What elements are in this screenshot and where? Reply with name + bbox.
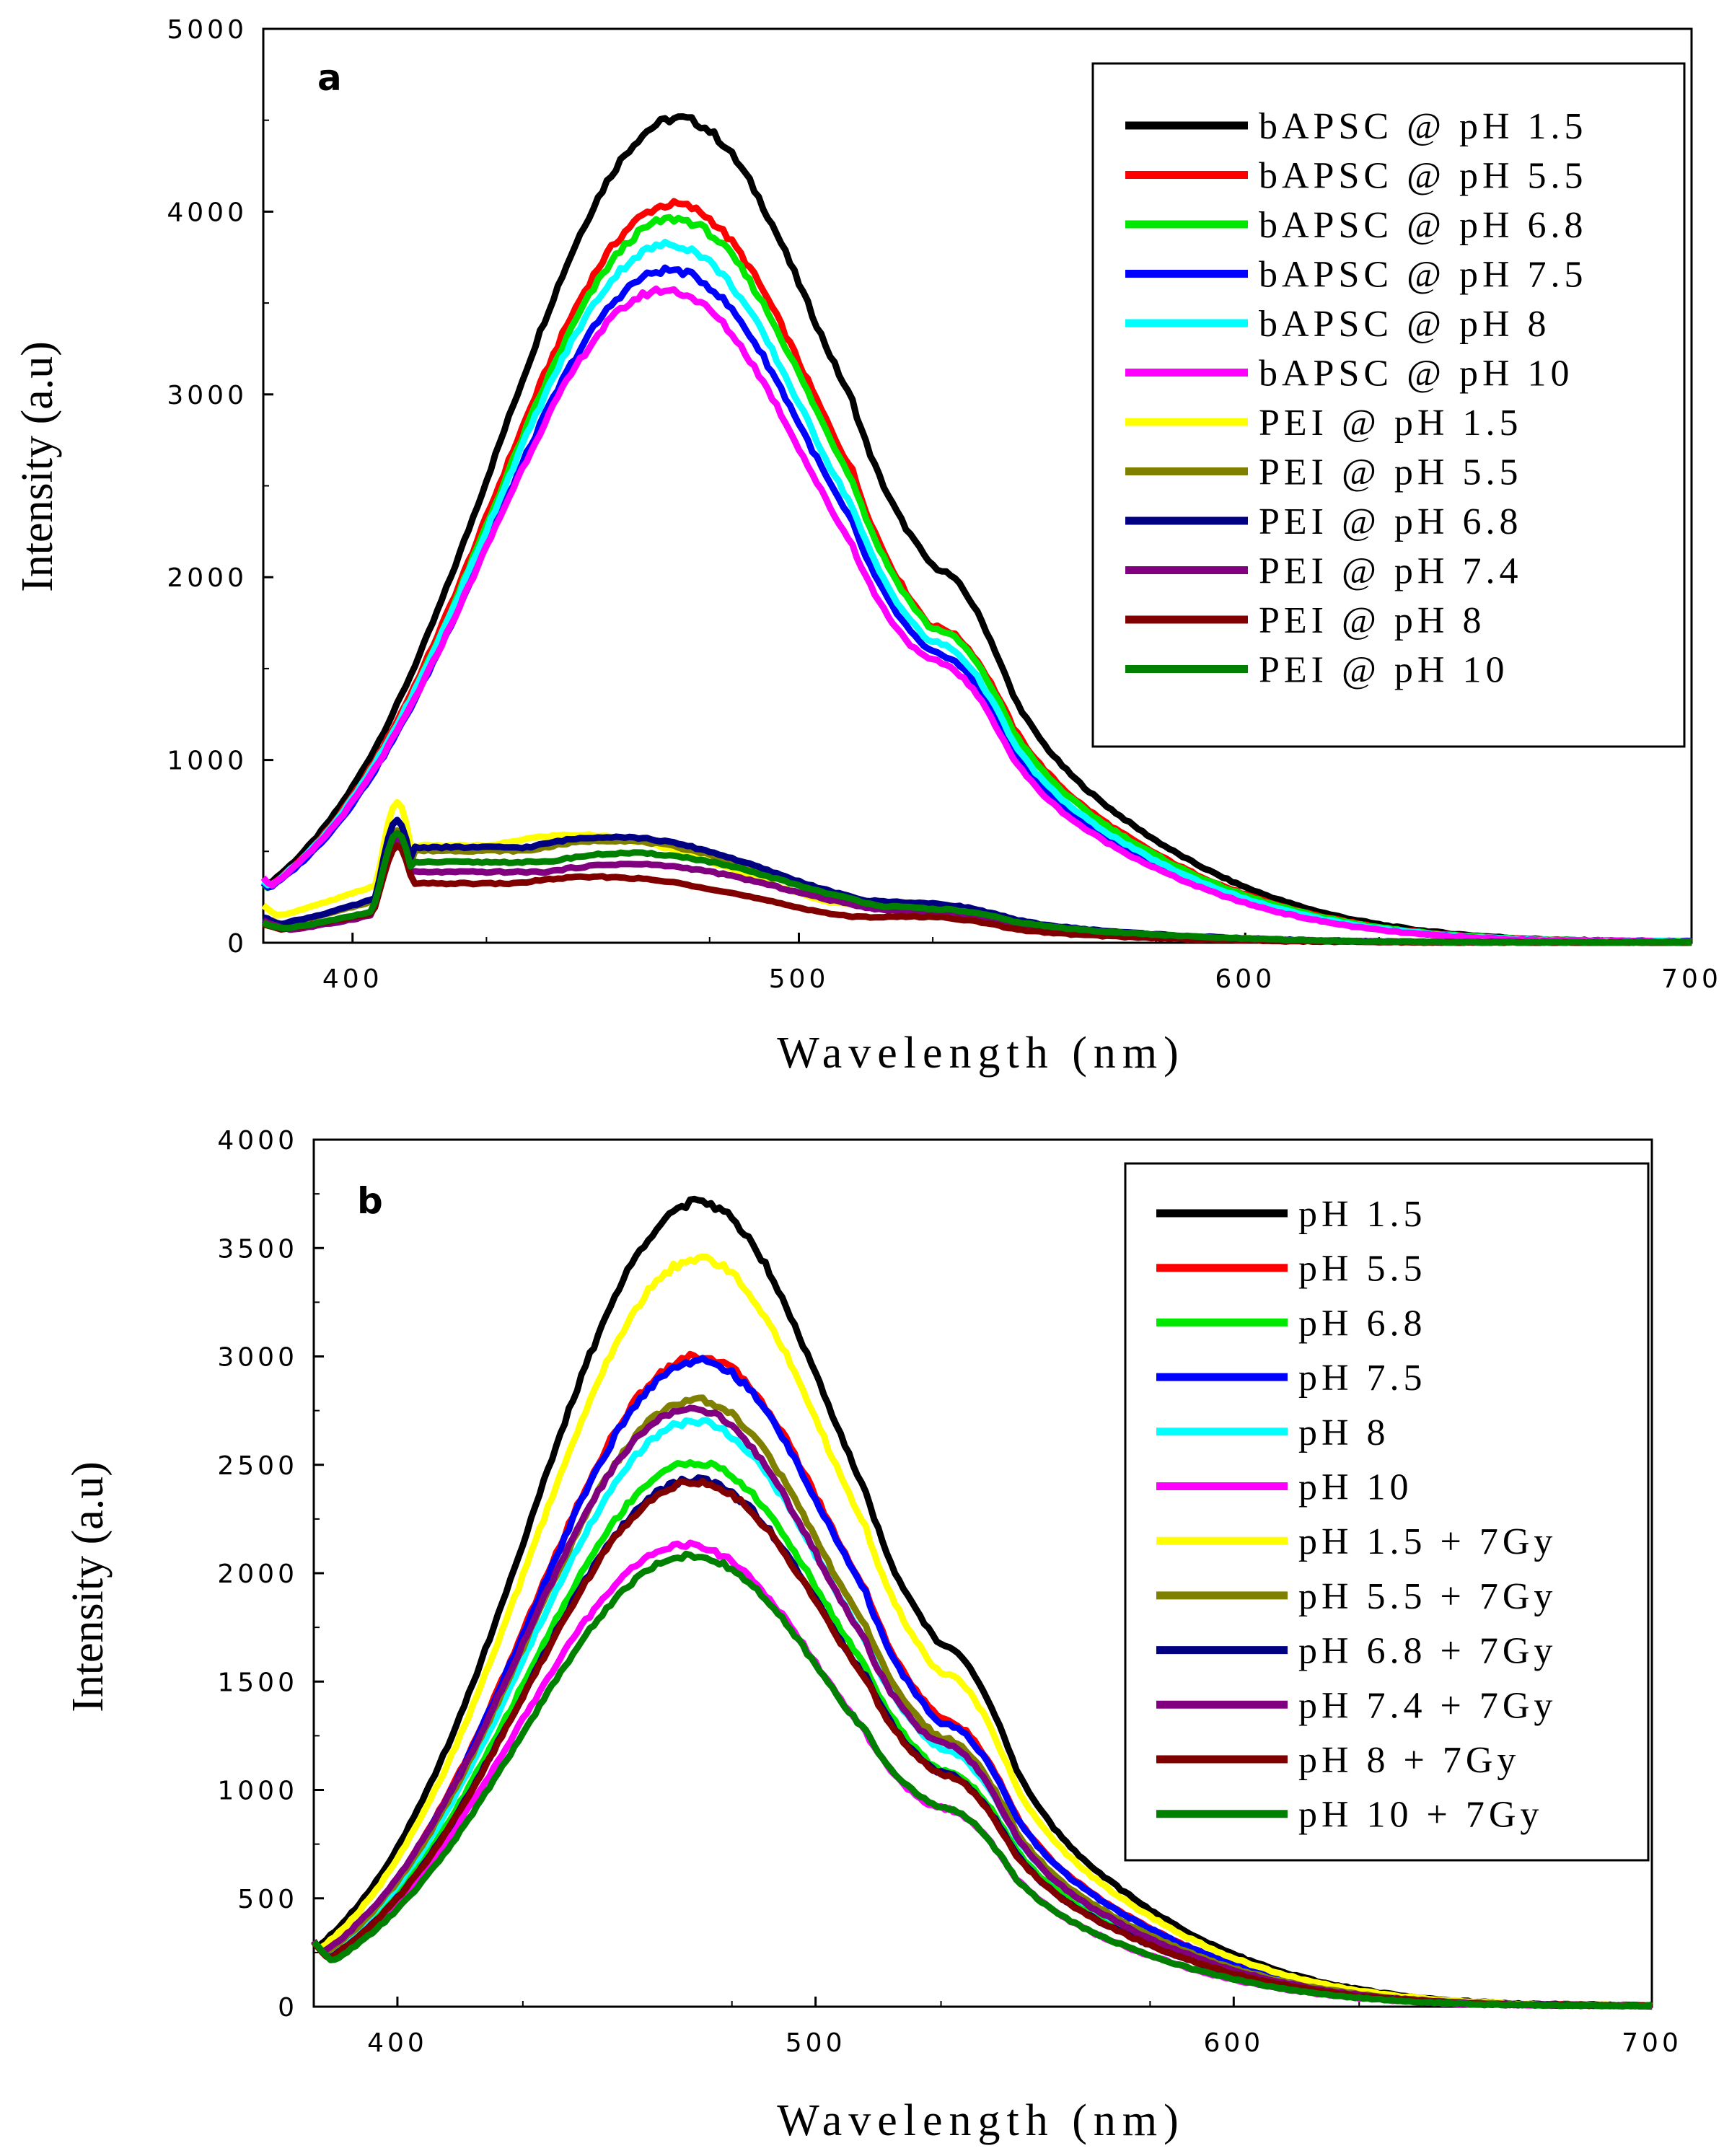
chart-a: Intensity (a.u) Wavelength (nm) a 0 1000 2… [13,15,1722,1078]
x-tick-label: 600 [1215,964,1275,994]
x-tick-label: 400 [322,964,383,994]
series-line-12 [261,830,1692,946]
legend-entry: pH 8 + 7Gy [1298,1740,1520,1781]
legend-entry: pH 5.5 + 7Gy [1298,1576,1557,1617]
legend-entry: PEI @ pH 10 [1259,650,1508,691]
x-tick-label: 500 [769,964,830,994]
legend-entry: bAPSC @ pH 5.5 [1259,156,1588,197]
legend-entry: pH 6.8 + 7Gy [1298,1631,1557,1672]
chart-b-panel-label: b [357,1180,383,1222]
legend-entry: pH 1.5 + 7Gy [1298,1521,1557,1562]
chart-b-ylabel: Intensity (a.u) [63,1461,113,1712]
y-tick-label: 3500 [217,1234,298,1264]
legend-entry: PEI @ pH 7.4 [1259,551,1522,592]
y-tick-label: 1500 [217,1668,298,1697]
legend-entry: bAPSC @ pH 7.5 [1259,255,1588,296]
series-line-10 [261,837,1692,946]
x-tick-label: 600 [1203,2028,1264,2058]
legend-entry: bAPSC @ pH 6.8 [1259,205,1588,246]
legend-entry: pH 10 + 7Gy [1298,1795,1543,1836]
legend-entry: pH 6.8 [1298,1303,1427,1344]
series-line-12 [311,1550,1653,2010]
y-tick-label: 0 [227,929,247,959]
chart-a-panel-label: a [317,57,342,99]
legend-entry: PEI @ pH 1.5 [1259,402,1522,444]
legend-entry: pH 7.4 + 7Gy [1298,1685,1557,1726]
legend-entry: bAPSC @ pH 1.5 [1259,106,1588,147]
series-line-6 [260,285,1692,946]
y-tick-label: 3000 [167,381,247,410]
legend-entry: PEI @ pH 6.8 [1259,501,1522,542]
x-tick-label: 700 [1622,2028,1682,2058]
y-tick-label: 1000 [167,747,247,776]
legend-entry: pH 10 [1298,1467,1413,1508]
y-tick-label: 2000 [217,1559,298,1589]
y-tick-label: 1000 [217,1777,298,1806]
y-tick-label: 2500 [217,1451,298,1481]
y-tick-label: 3000 [217,1343,298,1373]
y-tick-label: 4000 [217,1126,298,1156]
y-tick-label: 500 [237,1885,298,1914]
chart-b: Intensity (a.u) Wavelength (nm) b 0 500 10… [63,1126,1682,2145]
legend-entry: PEI @ pH 8 [1259,600,1485,641]
chart-b-xlabel: Wavelength (nm) [777,2096,1185,2145]
legend-entry: pH 8 [1298,1412,1390,1453]
x-tick-label: 500 [786,2028,846,2058]
legend-entry: pH 1.5 [1298,1194,1427,1235]
x-tick-label: 700 [1661,964,1722,994]
y-tick-label: 0 [278,1993,298,2023]
y-tick-label: 2000 [167,563,247,593]
legend-entry: bAPSC @ pH 10 [1259,353,1574,395]
y-tick-label: 4000 [167,198,247,227]
legend-box [1124,1162,1650,1862]
legend-entry: bAPSC @ pH 8 [1259,304,1551,345]
legend-entry: pH 7.5 [1298,1358,1427,1399]
legend-entry: pH 5.5 [1298,1249,1427,1290]
chart-a-ylabel: Intensity (a.u) [13,341,62,592]
x-tick-label: 400 [367,2028,428,2058]
y-tick-label: 5000 [167,15,247,45]
chart-a-xlabel: Wavelength (nm) [777,1029,1185,1078]
legend-entry: PEI @ pH 5.5 [1259,452,1522,493]
